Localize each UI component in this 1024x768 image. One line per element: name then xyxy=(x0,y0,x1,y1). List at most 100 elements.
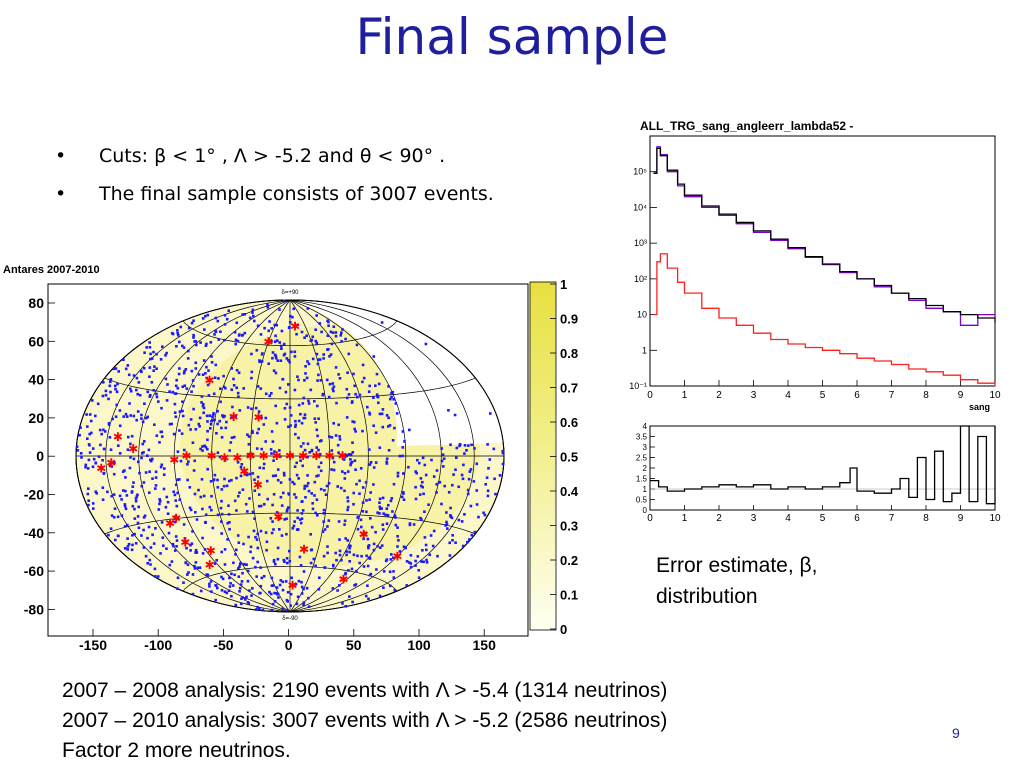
event-point xyxy=(140,484,144,488)
hist-y-tick-label: 10³ xyxy=(634,238,647,248)
event-point xyxy=(274,371,278,375)
event-point xyxy=(339,334,343,337)
event-point xyxy=(302,603,305,606)
hist-y-tick-label: 10⁴ xyxy=(633,202,647,212)
event-point xyxy=(421,480,424,484)
source-marker: ✱ xyxy=(290,319,300,333)
event-point xyxy=(322,554,326,558)
event-point xyxy=(159,465,163,469)
event-point xyxy=(112,516,116,519)
event-point xyxy=(142,481,146,484)
event-point xyxy=(243,331,247,335)
event-point xyxy=(223,459,227,462)
event-point xyxy=(468,538,471,541)
ratio-x-tick-label: 6 xyxy=(854,513,860,524)
event-point xyxy=(315,428,319,432)
event-point xyxy=(349,544,352,548)
event-point xyxy=(356,527,360,531)
event-point xyxy=(173,520,177,524)
event-point xyxy=(176,332,179,335)
event-point xyxy=(420,518,423,521)
event-point xyxy=(113,507,117,510)
event-point xyxy=(131,485,135,488)
event-point xyxy=(364,531,368,535)
event-point xyxy=(223,563,227,566)
hist-x-tick-label: 3 xyxy=(751,390,757,401)
event-point xyxy=(322,508,326,512)
event-point xyxy=(90,431,93,435)
event-point xyxy=(286,358,290,362)
event-point xyxy=(449,443,452,446)
event-point xyxy=(345,454,348,458)
event-point xyxy=(199,447,202,451)
invisible-region xyxy=(290,300,504,446)
ratio-x-tick-label: 7 xyxy=(889,513,895,524)
event-point xyxy=(259,529,263,533)
event-point xyxy=(392,556,395,559)
event-point xyxy=(421,485,424,489)
event-point xyxy=(372,396,375,399)
event-point xyxy=(235,509,238,512)
event-point xyxy=(133,517,137,520)
event-point xyxy=(273,323,277,327)
event-point xyxy=(339,486,343,490)
event-point xyxy=(213,473,217,477)
event-point xyxy=(86,425,89,428)
event-point xyxy=(178,429,181,432)
event-point xyxy=(293,350,297,354)
event-point xyxy=(126,448,130,451)
event-point xyxy=(293,465,297,468)
event-point xyxy=(338,538,341,541)
event-point xyxy=(114,387,117,391)
event-point xyxy=(315,352,319,356)
source-marker: ✱ xyxy=(263,335,273,349)
event-point xyxy=(306,474,309,477)
event-point xyxy=(223,338,226,342)
event-point xyxy=(249,550,252,554)
source-marker: ✱ xyxy=(273,510,283,524)
event-point xyxy=(257,493,261,496)
event-point xyxy=(391,390,395,394)
parallel-line xyxy=(104,512,476,535)
event-point xyxy=(284,390,288,394)
event-point xyxy=(187,460,190,463)
event-point xyxy=(305,376,309,380)
event-point xyxy=(208,414,212,417)
source-marker: ✱ xyxy=(253,478,263,492)
summary-line: 2007 – 2010 analysis: 3007 events with Λ… xyxy=(62,709,668,732)
event-point xyxy=(259,566,262,569)
event-point xyxy=(194,361,198,365)
event-point xyxy=(78,433,81,437)
event-point xyxy=(347,569,350,572)
event-point xyxy=(250,370,254,374)
event-point xyxy=(148,366,152,369)
event-point xyxy=(328,435,331,438)
event-point xyxy=(239,583,243,586)
event-point xyxy=(329,353,333,356)
event-point xyxy=(131,504,135,508)
event-point xyxy=(220,499,223,503)
event-point xyxy=(191,573,195,576)
event-point xyxy=(401,454,404,458)
event-point xyxy=(338,549,342,553)
ratio-x-tick-label: 0 xyxy=(647,513,653,524)
event-point xyxy=(155,367,158,370)
event-point xyxy=(307,399,310,403)
event-point xyxy=(430,458,433,462)
event-point xyxy=(319,379,323,382)
event-point xyxy=(291,527,295,530)
event-point xyxy=(324,493,328,496)
event-point xyxy=(282,353,286,357)
x-tick-label: 50 xyxy=(346,637,362,653)
event-point xyxy=(279,579,283,582)
event-point xyxy=(147,525,151,529)
event-point xyxy=(187,571,190,574)
event-point xyxy=(293,520,296,523)
event-point xyxy=(331,387,335,391)
event-point xyxy=(220,532,223,535)
event-point xyxy=(250,452,254,456)
event-point xyxy=(152,369,155,372)
event-point xyxy=(183,448,186,452)
event-point xyxy=(240,580,244,583)
event-point xyxy=(258,591,261,595)
